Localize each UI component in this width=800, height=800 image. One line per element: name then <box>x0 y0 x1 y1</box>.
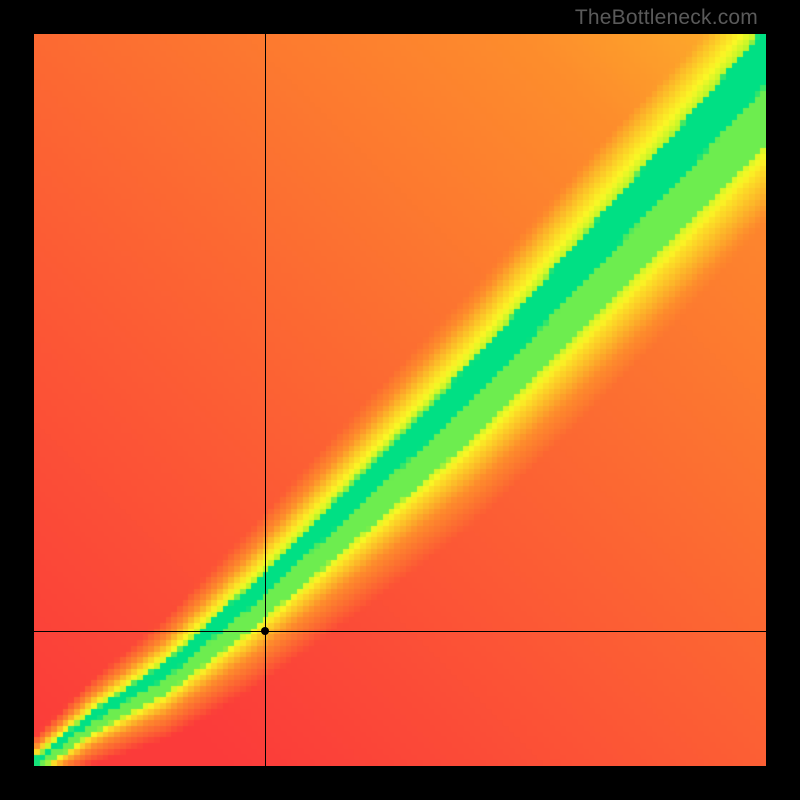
marker-crosshair-vertical <box>265 34 266 766</box>
heatmap-canvas <box>34 34 766 766</box>
bottleneck-heatmap-plot <box>34 34 766 766</box>
watermark-text: TheBottleneck.com <box>575 6 758 30</box>
marker-crosshair-horizontal <box>34 631 766 632</box>
marker-dot <box>261 627 269 635</box>
